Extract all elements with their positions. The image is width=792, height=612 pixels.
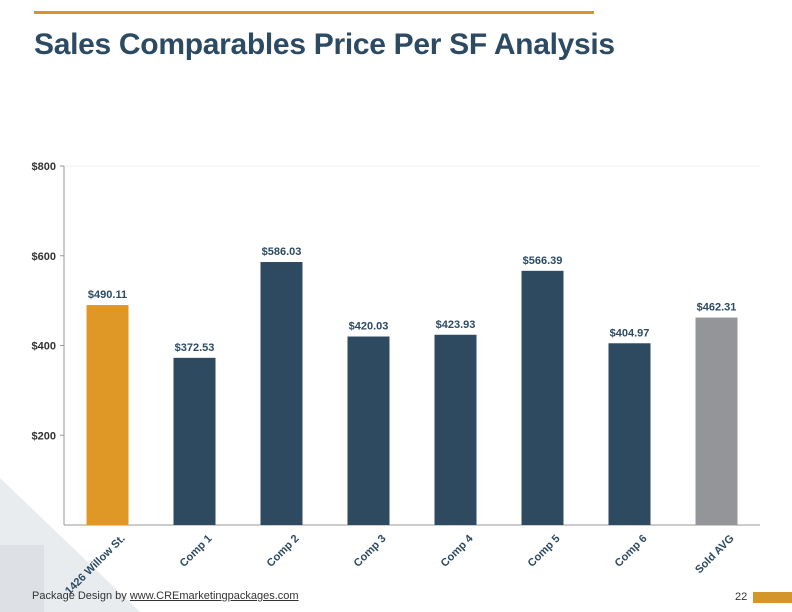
header-rule bbox=[34, 11, 594, 14]
category-label: Comp 6 bbox=[613, 533, 650, 570]
category-label: Comp 2 bbox=[265, 533, 302, 570]
data-label: $423.93 bbox=[436, 319, 476, 331]
data-label: $490.11 bbox=[88, 289, 127, 301]
bar-6 bbox=[521, 270, 564, 525]
footer-credit-text: Package Design by bbox=[32, 590, 130, 602]
page-tab bbox=[753, 592, 792, 603]
footer-link[interactable]: www.CREmarketingpackages.com bbox=[129, 590, 299, 602]
bar-8 bbox=[695, 317, 738, 525]
category-label: 1426 Willow St. bbox=[63, 533, 128, 598]
category-label: Comp 3 bbox=[352, 533, 389, 570]
page-title: Sales Comparables Price Per SF Analysis bbox=[34, 28, 615, 61]
y-tick-label: $400 bbox=[32, 341, 56, 353]
category-label: Comp 4 bbox=[439, 532, 477, 570]
y-tick-label: $200 bbox=[32, 430, 56, 442]
data-label: $404.97 bbox=[610, 327, 650, 339]
category-label: Comp 5 bbox=[526, 533, 563, 570]
category-label: Comp 1 bbox=[178, 533, 215, 570]
data-label: $420.03 bbox=[349, 321, 389, 333]
data-label: $566.39 bbox=[523, 255, 563, 267]
bar-1 bbox=[86, 305, 129, 525]
footer-credit: Package Design by www.CREmarketingpackag… bbox=[32, 590, 299, 602]
data-label: $462.31 bbox=[697, 302, 737, 314]
bar-2 bbox=[173, 357, 216, 525]
bar-5 bbox=[434, 334, 477, 525]
bar-7 bbox=[608, 343, 651, 525]
y-tick-label: $800 bbox=[32, 161, 56, 173]
data-label: $372.53 bbox=[175, 342, 215, 354]
page-number: 22 bbox=[735, 591, 748, 603]
category-label: Sold AVG bbox=[693, 533, 736, 576]
bar-4 bbox=[347, 336, 390, 525]
bar-3 bbox=[260, 262, 303, 525]
data-label: $586.03 bbox=[262, 246, 302, 258]
y-tick-label: $600 bbox=[32, 251, 56, 263]
